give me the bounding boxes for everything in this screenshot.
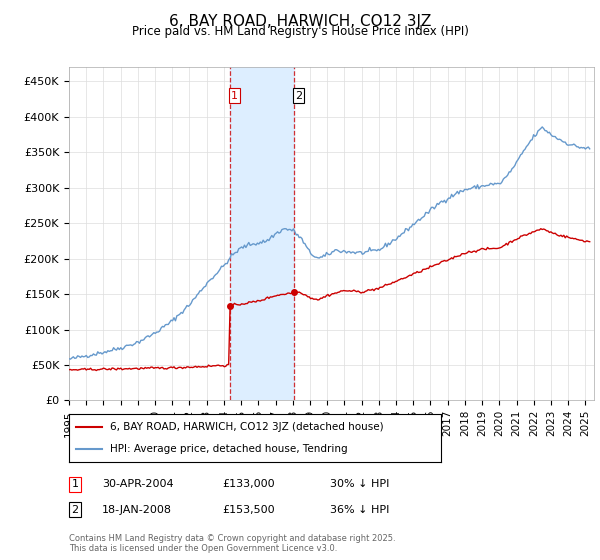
Text: Price paid vs. HM Land Registry's House Price Index (HPI): Price paid vs. HM Land Registry's House … bbox=[131, 25, 469, 38]
Text: 6, BAY ROAD, HARWICH, CO12 3JZ: 6, BAY ROAD, HARWICH, CO12 3JZ bbox=[169, 14, 431, 29]
Text: £153,500: £153,500 bbox=[222, 505, 275, 515]
Text: £133,000: £133,000 bbox=[222, 479, 275, 489]
Text: Contains HM Land Registry data © Crown copyright and database right 2025.
This d: Contains HM Land Registry data © Crown c… bbox=[69, 534, 395, 553]
Text: 2: 2 bbox=[295, 91, 302, 101]
Text: 1: 1 bbox=[71, 479, 79, 489]
Bar bbox=[230, 67, 293, 400]
Text: 6, BAY ROAD, HARWICH, CO12 3JZ (detached house): 6, BAY ROAD, HARWICH, CO12 3JZ (detached… bbox=[110, 422, 383, 432]
Text: 1: 1 bbox=[231, 91, 238, 101]
Text: 30-APR-2004: 30-APR-2004 bbox=[102, 479, 173, 489]
Text: HPI: Average price, detached house, Tendring: HPI: Average price, detached house, Tend… bbox=[110, 444, 347, 454]
Text: 2: 2 bbox=[71, 505, 79, 515]
Text: 30% ↓ HPI: 30% ↓ HPI bbox=[330, 479, 389, 489]
Text: 36% ↓ HPI: 36% ↓ HPI bbox=[330, 505, 389, 515]
Text: 18-JAN-2008: 18-JAN-2008 bbox=[102, 505, 172, 515]
